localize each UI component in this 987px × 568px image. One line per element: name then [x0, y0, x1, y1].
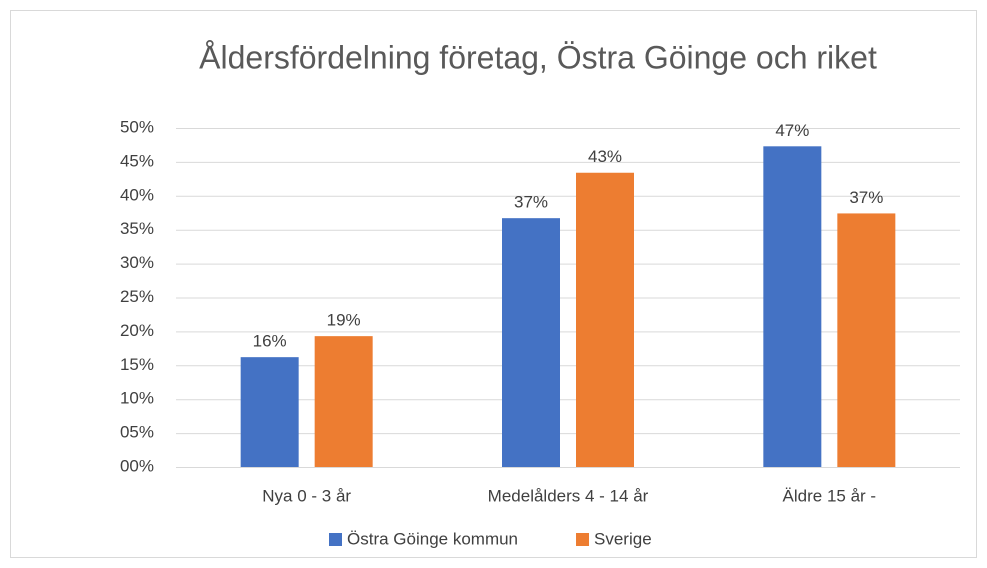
y-tick-label: 30% [120, 253, 154, 272]
bar [240, 357, 299, 467]
data-label: 43% [588, 147, 622, 166]
y-tick-label: 50% [120, 117, 154, 136]
y-tick-label: 35% [120, 219, 154, 238]
y-tick-label: 40% [120, 185, 154, 204]
y-tick-label: 45% [120, 151, 154, 170]
data-label: 47% [775, 121, 809, 140]
data-label: 19% [327, 311, 361, 330]
bar [314, 336, 373, 467]
y-tick-label: 20% [120, 321, 154, 340]
chart-frame [10, 10, 977, 558]
legend-swatch [576, 533, 590, 546]
y-tick-label: 10% [120, 389, 154, 408]
y-tick-label: 25% [120, 287, 154, 306]
bar [576, 172, 634, 468]
legend-label: Sverige [594, 529, 652, 548]
bar [837, 213, 896, 467]
x-tick-label: Medelålders 4 - 14 år [488, 486, 649, 505]
chart-title: Åldersfördelning företag, Östra Göinge o… [199, 39, 877, 75]
x-tick-label: Nya 0 - 3 år [262, 486, 351, 505]
data-label: 37% [849, 188, 883, 207]
legend-label: Östra Göinge kommun [347, 529, 518, 548]
y-tick-label: 05% [120, 423, 154, 442]
legend-swatch [329, 533, 342, 546]
data-label: 37% [514, 193, 548, 212]
data-label: 16% [253, 332, 287, 351]
y-tick-label: 00% [120, 456, 154, 475]
bar [763, 146, 822, 467]
y-tick-label: 15% [120, 355, 154, 374]
x-tick-label: Äldre 15 år - [783, 486, 877, 505]
bar [502, 218, 560, 467]
